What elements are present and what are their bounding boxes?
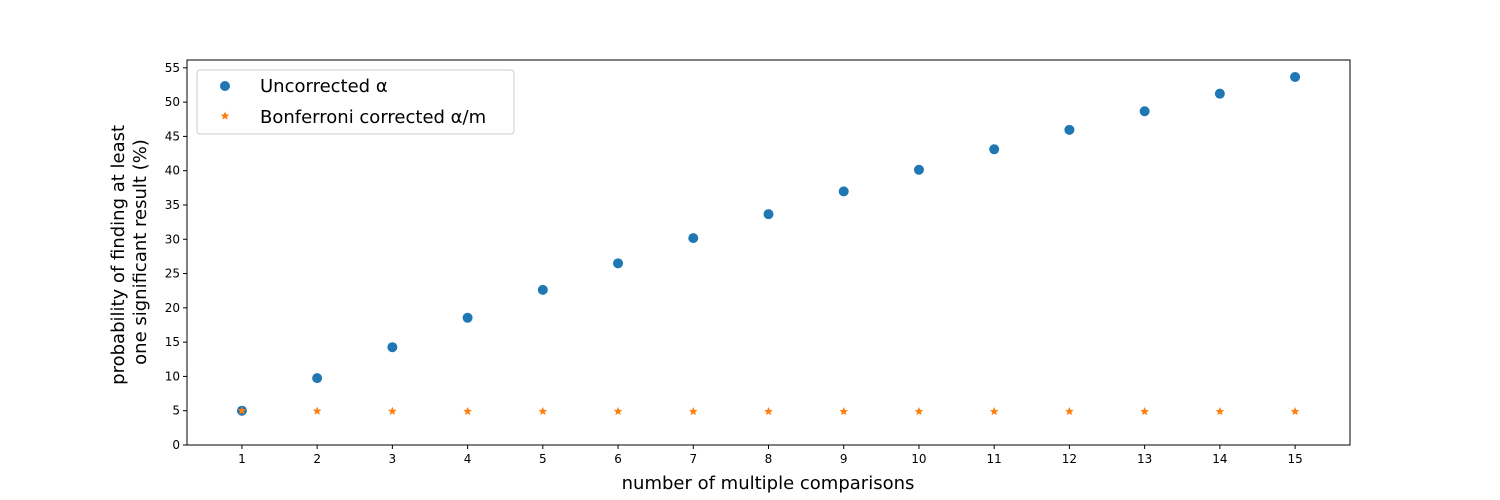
- y-tick-label: 15: [165, 335, 180, 349]
- data-point-bonferroni: [312, 406, 322, 415]
- y-axis-label-line-1: probability of finding at least: [108, 125, 129, 385]
- data-point-uncorrected: [763, 209, 774, 220]
- data-point-uncorrected: [838, 186, 849, 197]
- data-point-uncorrected: [312, 373, 323, 384]
- legend-marker-bonferroni: [220, 111, 230, 120]
- y-axis-ticks: 0 5 10 15 20 25 30 35 40 45 50 55: [165, 61, 187, 452]
- x-tick-label: 7: [689, 452, 697, 466]
- x-axis-label: number of multiple comparisons: [622, 473, 915, 494]
- data-point-uncorrected: [1214, 88, 1225, 99]
- y-tick-label: 50: [165, 95, 180, 109]
- y-tick-label: 5: [172, 404, 180, 418]
- x-axis-ticks: 1 2 3 4 5 6 7 8 9 10 11 12 13 14 15: [238, 445, 1303, 466]
- data-point-uncorrected: [688, 233, 699, 244]
- legend-box: [196, 69, 515, 135]
- data-point-bonferroni: [764, 406, 773, 416]
- legend: Uncorrected α Bonferroni corrected α/m: [196, 69, 515, 135]
- plot-frame: [186, 59, 1351, 446]
- x-tick-label: 10: [911, 452, 926, 466]
- data-point-uncorrected: [913, 164, 924, 175]
- data-point-bonferroni: [989, 406, 999, 416]
- y-tick-label: 10: [165, 369, 180, 383]
- data-point-bonferroni: [388, 406, 397, 415]
- x-tick-label: 1: [238, 452, 246, 466]
- x-tick-label: 6: [614, 452, 622, 466]
- legend-label-bonferroni: Bonferroni corrected α/m: [260, 107, 486, 128]
- legend-marker-uncorrected: [220, 81, 230, 91]
- data-point-bonferroni: [1290, 407, 1300, 416]
- data-point-bonferroni: [1140, 406, 1149, 416]
- data-point-uncorrected: [989, 144, 1000, 155]
- data-point-uncorrected: [462, 312, 473, 323]
- y-axis-label: probability of finding at least one sign…: [108, 119, 151, 385]
- data-point-bonferroni: [1215, 407, 1225, 416]
- x-tick-label: 8: [765, 452, 773, 466]
- y-tick-label: 45: [165, 129, 180, 143]
- x-tick-label: 15: [1287, 452, 1302, 466]
- x-tick-label: 9: [840, 452, 848, 466]
- x-tick-label: 5: [539, 452, 547, 466]
- y-axis-label-line-2: one significant result (%): [130, 139, 151, 365]
- data-point-bonferroni: [463, 406, 472, 415]
- y-tick-label: 30: [165, 232, 180, 246]
- y-tick-label: 0: [172, 438, 180, 452]
- x-tick-label: 14: [1212, 452, 1227, 466]
- data-point-uncorrected: [613, 258, 624, 269]
- data-point-bonferroni: [613, 406, 623, 416]
- data-point-uncorrected: [1064, 124, 1075, 135]
- data-point-uncorrected: [1139, 106, 1150, 117]
- y-tick-label: 20: [165, 301, 180, 315]
- data-point-bonferroni: [1065, 406, 1074, 416]
- y-tick-label: 40: [165, 164, 180, 178]
- x-tick-label: 13: [1137, 452, 1152, 466]
- data-point-uncorrected: [537, 284, 548, 295]
- x-tick-label: 12: [1062, 452, 1077, 466]
- data-point-bonferroni: [688, 406, 698, 416]
- series-bonferroni: [237, 406, 1300, 416]
- y-tick-label: 25: [165, 267, 180, 281]
- x-tick-label: 4: [464, 452, 472, 466]
- data-point-uncorrected: [387, 342, 398, 353]
- x-tick-label: 11: [987, 452, 1002, 466]
- y-tick-label: 35: [165, 198, 180, 212]
- x-tick-label: 2: [313, 452, 321, 466]
- data-point-bonferroni: [839, 406, 849, 416]
- x-tick-label: 3: [389, 452, 397, 466]
- data-point-bonferroni: [538, 406, 548, 416]
- data-point-uncorrected: [1290, 71, 1301, 82]
- data-point-bonferroni: [237, 406, 247, 415]
- y-tick-label: 55: [165, 61, 180, 75]
- data-point-bonferroni: [914, 406, 924, 416]
- legend-label-uncorrected: Uncorrected α: [260, 76, 388, 97]
